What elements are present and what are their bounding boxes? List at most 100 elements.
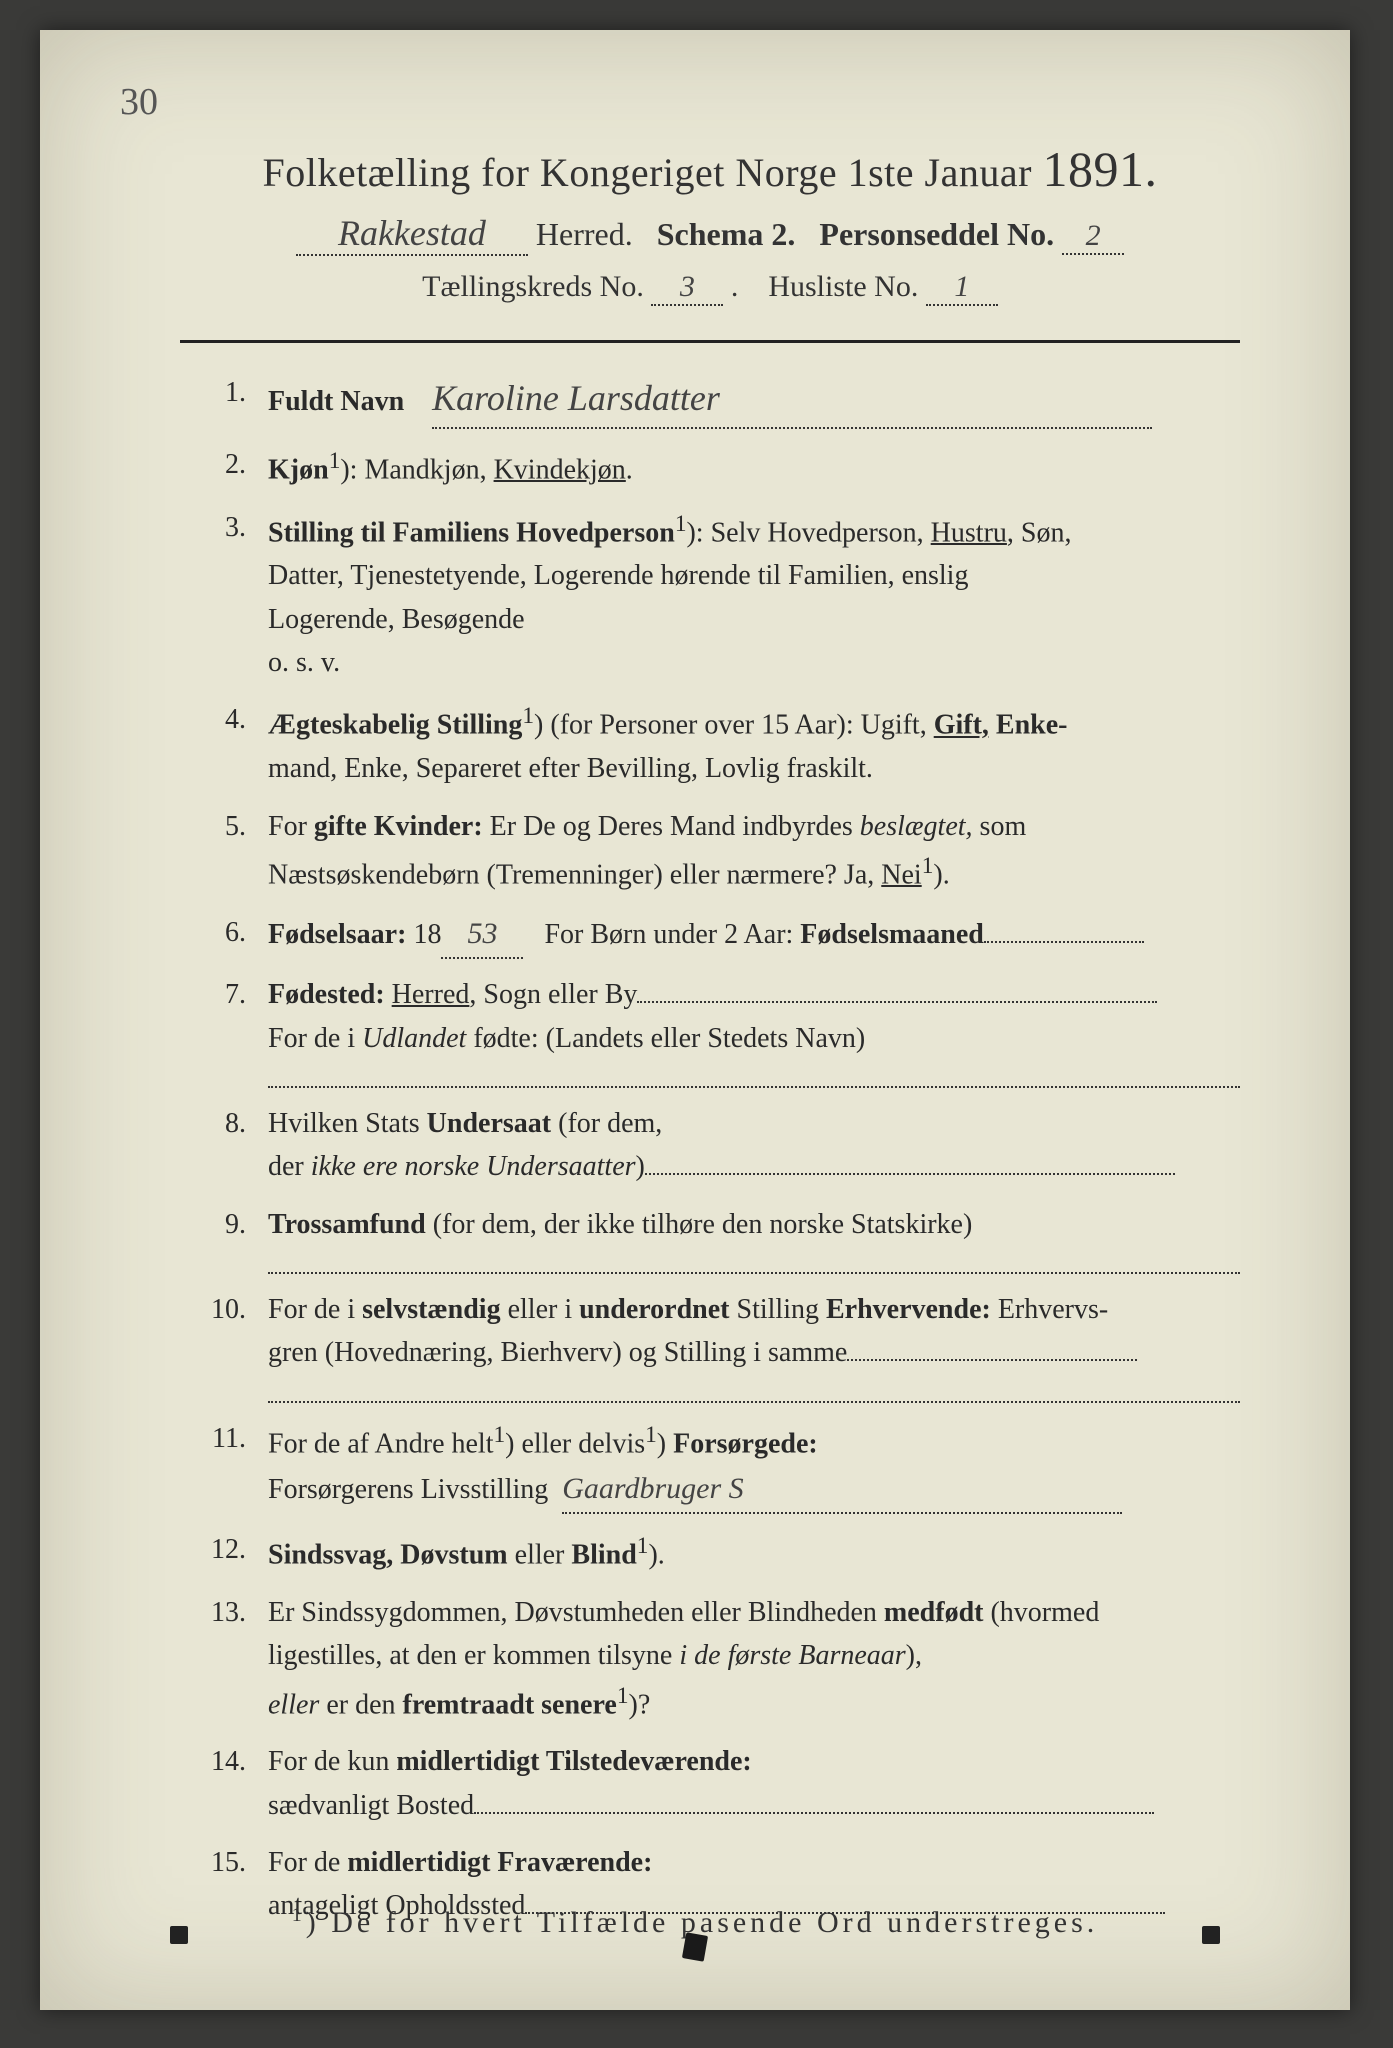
q14-body: For de kun midlertidigt Tilstedeværende:… [268, 1740, 1240, 1827]
q7-blank [637, 973, 1157, 1003]
q8-blank [645, 1145, 1175, 1175]
q5-ital: beslægtet, [860, 811, 973, 842]
q7-blank2 [268, 1064, 1240, 1088]
q4-under: Gift, [934, 710, 989, 741]
q3-l3: Logerende, Besøgende [268, 604, 525, 635]
q13-l3b: er den [319, 1689, 402, 1720]
q4-label: Ægteskabelig Stilling [268, 710, 522, 741]
q13-l2a: ligestilles, at den er kommen tilsyne [268, 1640, 679, 1671]
q2-sup: 1 [329, 448, 341, 474]
q13-sup: 1 [617, 1683, 629, 1709]
q5: 5. For gifte Kvinder: Er De og Deres Man… [180, 805, 1240, 897]
q10-num: 10. [180, 1288, 268, 1331]
q15-b: midlertidigt Fraværende: [347, 1847, 652, 1878]
q2-a: ): Mandkjøn, [340, 454, 493, 485]
q7-l2b: fødte: (Landets eller Stedets Navn) [466, 1023, 865, 1054]
q11-sup2: 1 [645, 1422, 657, 1448]
q1-body: Fuldt Navn Karoline Larsdatter [268, 371, 1240, 429]
q10-c: eller i [501, 1294, 580, 1325]
q11-d: Forsørgede: [673, 1428, 818, 1459]
q7-under: Herred [392, 979, 470, 1010]
q10-body: For de i selvstændig eller i underordnet… [268, 1288, 1240, 1403]
q14-num: 14. [180, 1740, 268, 1783]
q12-b: Blind [571, 1539, 636, 1570]
q8-ital: ikke ere norske Undersaatter [311, 1151, 636, 1182]
q7-ital: Udlandet [362, 1023, 466, 1054]
q1: 1. Fuldt Navn Karoline Larsdatter [180, 371, 1240, 429]
q7-l2a: For de i [268, 1023, 362, 1054]
q9-num: 9. [180, 1203, 268, 1246]
q6-bold2: Fødselsmaaned [800, 919, 984, 950]
q3-l1b: , Søn, [1007, 517, 1072, 548]
form-title: Folketælling for Kongeriget Norge 1ste J… [180, 140, 1240, 198]
q1-num: 1. [180, 371, 268, 414]
q13-l3d: )? [629, 1689, 651, 1720]
q10-f: Erhvervende: [826, 1294, 991, 1325]
q8-l2b: ) [636, 1151, 645, 1182]
q11-body: For de af Andre helt1) eller delvis1) Fo… [268, 1417, 1240, 1514]
q3-l1a: ): Selv Hovedperson, [686, 517, 930, 548]
q6: 6. Fødselsaar: 1853 For Børn under 2 Aar… [180, 911, 1240, 960]
q10-blank [847, 1331, 1137, 1361]
q3-sup: 1 [675, 511, 687, 537]
q11-sup1: 1 [494, 1422, 506, 1448]
q12-sup: 1 [637, 1533, 649, 1559]
q5-d: som [973, 811, 1027, 842]
q12-body: Sindssvag, Døvstum eller Blind1). [268, 1528, 1240, 1577]
header-line-3: Tællingskreds No. 3 . Husliste No. 1 [180, 270, 1240, 306]
q1-label: Fuldt Navn [268, 386, 404, 417]
personseddel-label: Personseddel No. [819, 216, 1054, 252]
q7-text: , Sogn eller By [469, 979, 637, 1010]
herred-label: Herred. [536, 216, 633, 252]
q9-body: Trossamfund (for dem, der ikke tilhøre d… [268, 1203, 1240, 1274]
q4-sup: 1 [522, 703, 534, 729]
tack-mark-left [170, 1926, 188, 1944]
q13: 13. Er Sindssygdommen, Døvstumheden elle… [180, 1591, 1240, 1727]
q9-text: (for dem, der ikke tilhøre den norske St… [426, 1209, 973, 1240]
q3-label: Stilling til Familiens Hovedperson [268, 517, 675, 548]
q3-body: Stilling til Familiens Hovedperson1): Se… [268, 506, 1240, 685]
q8-b: Undersaat [427, 1108, 551, 1139]
q14-b: midlertidigt Tilstedeværende: [396, 1746, 751, 1777]
q12-num: 12. [180, 1528, 268, 1571]
q7: 7. Fødested: Herred, Sogn eller By For d… [180, 973, 1240, 1088]
q4-num: 4. [180, 698, 268, 741]
q10-e: Stilling [730, 1294, 826, 1325]
q6-blank [984, 913, 1144, 943]
q11-a: For de af Andre helt [268, 1428, 494, 1459]
header-line-2: Rakkestad Herred. Schema 2. Personseddel… [180, 212, 1240, 256]
q13-l3a: eller [268, 1689, 319, 1720]
q3-num: 3. [180, 506, 268, 549]
husliste-label: Husliste No. [768, 270, 918, 303]
q12-label: Sindssvag, Døvstum [268, 1539, 508, 1570]
q6-prefix: 18 [406, 919, 441, 950]
q9: 9. Trossamfund (for dem, der ikke tilhør… [180, 1203, 1240, 1274]
q8-body: Hvilken Stats Undersaat (for dem, der ik… [268, 1102, 1240, 1189]
q10-l2: gren (Hovednæring, Bierhverv) og Stillin… [268, 1337, 847, 1368]
schema-label: Schema 2. [657, 216, 796, 252]
q3-under: Hustru [931, 517, 1007, 548]
divider [180, 340, 1240, 343]
husliste-no: 1 [926, 270, 998, 306]
q6-rest: For Børn under 2 Aar: [544, 919, 800, 950]
q13-num: 13. [180, 1591, 268, 1634]
q13-c: (hvormed [983, 1597, 1099, 1628]
q5-body: For gifte Kvinder: Er De og Deres Mand i… [268, 805, 1240, 897]
q13-b: medfødt [884, 1597, 984, 1628]
q2-under: Kvindekjøn [494, 454, 626, 485]
tack-mark-center [682, 1932, 708, 1961]
q15-num: 15. [180, 1841, 268, 1884]
q14-l2: sædvanligt Bosted [268, 1790, 474, 1821]
q1-value: Karoline Larsdatter [432, 371, 1152, 429]
q14-blank [474, 1784, 1154, 1814]
q3-l2: Datter, Tjenestetyende, Logerende hørend… [268, 560, 968, 591]
q9-blank [268, 1250, 1240, 1274]
q11-c: ) [657, 1428, 673, 1459]
q8-c: (for dem, [551, 1108, 662, 1139]
q10-a: For de i [268, 1294, 362, 1325]
q7-label: Fødested: [268, 979, 385, 1010]
q11: 11. For de af Andre helt1) eller delvis1… [180, 1417, 1240, 1514]
q14-a: For de kun [268, 1746, 396, 1777]
q14: 14. For de kun midlertidigt Tilstedevære… [180, 1740, 1240, 1827]
question-list: 1. Fuldt Navn Karoline Larsdatter 2. Kjø… [180, 371, 1240, 1928]
